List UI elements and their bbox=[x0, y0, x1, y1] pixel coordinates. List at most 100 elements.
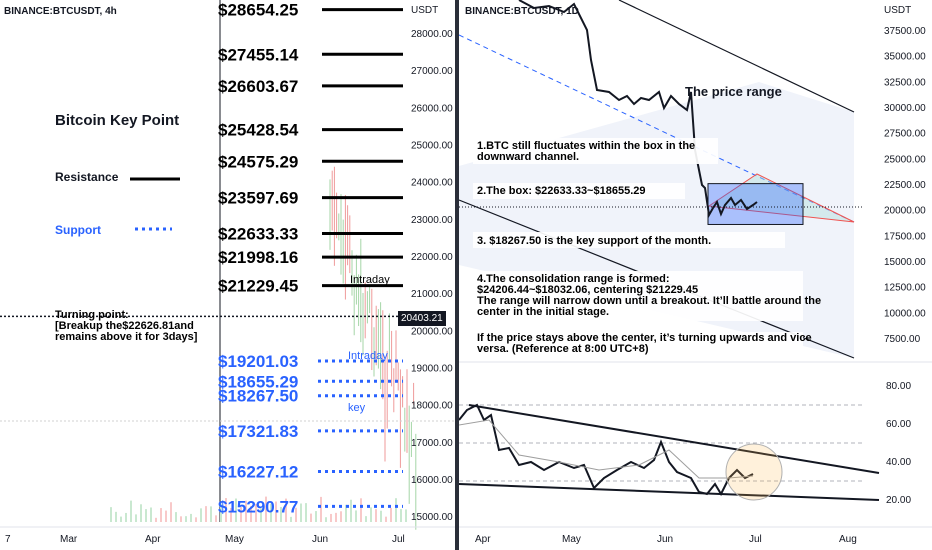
left-volume-bar bbox=[180, 516, 182, 522]
left-volume-bar bbox=[270, 503, 272, 522]
left-x-tick-label: 7 bbox=[5, 534, 11, 545]
left-volume-bar bbox=[375, 509, 377, 522]
left-volume-bar bbox=[260, 508, 262, 522]
left-volume-bar bbox=[315, 511, 317, 522]
right-y-tick-label: 30000.00 bbox=[884, 103, 926, 114]
resistance-level-label: $25428.54 bbox=[218, 121, 299, 140]
right-x-tick-label: Apr bbox=[475, 534, 491, 545]
right-y-tick-label: 27500.00 bbox=[884, 129, 926, 140]
left-y-tick-label: 19000.00 bbox=[411, 364, 453, 375]
left-volume-bar bbox=[120, 516, 122, 522]
right-x-tick-label: Jun bbox=[657, 534, 673, 545]
support-level-label: $18655.29 bbox=[218, 372, 298, 391]
left-volume-bar bbox=[135, 514, 137, 522]
left-y-tick-label: 25000.00 bbox=[411, 141, 453, 152]
support-level-label: $15290.77 bbox=[218, 497, 298, 516]
left-currency-label: USDT bbox=[411, 5, 439, 16]
left-volume-bar bbox=[130, 500, 132, 522]
note-1-line-1: 1.BTC still fluctuates within the box in… bbox=[477, 140, 696, 152]
left-volume-bar bbox=[160, 508, 162, 522]
left-y-tick-label: 18000.00 bbox=[411, 401, 453, 412]
left-volume-bar bbox=[215, 515, 217, 522]
left-volume-bar bbox=[245, 500, 247, 522]
left-volume-bar bbox=[185, 516, 187, 522]
left-y-tick-label: 15000.00 bbox=[411, 512, 453, 523]
left-volume-bar bbox=[255, 504, 257, 522]
right-y-tick-label: 32500.00 bbox=[884, 77, 926, 88]
left-y-tick-label: 28000.00 bbox=[411, 29, 453, 40]
left-volume-bar bbox=[150, 507, 152, 522]
right-chart-pane[interactable]: 7500.00 10000.00 12500.00 15000.00 17500.00 2… bbox=[459, 0, 932, 550]
left-volume-bar bbox=[280, 506, 282, 522]
right-y-tick-label: 25000.00 bbox=[884, 154, 926, 165]
left-volume-bar bbox=[155, 517, 157, 522]
resistance-level-label: $27455.14 bbox=[218, 45, 299, 64]
note-2-text: 2.The box: $22633.33~$18655.29 bbox=[477, 185, 646, 197]
left-y-tick-label: 21000.00 bbox=[411, 289, 453, 300]
left-x-tick-label: Jul bbox=[392, 534, 405, 545]
left-volume-bar bbox=[235, 498, 237, 522]
left-volume-bar bbox=[210, 506, 212, 522]
left-volume-bar bbox=[310, 513, 312, 522]
left-volume-bar bbox=[110, 507, 112, 522]
resistance-level-label: $26603.67 bbox=[218, 77, 298, 96]
resistance-level-label: $23597.69 bbox=[218, 189, 298, 208]
right-currency-label: USDT bbox=[884, 5, 912, 16]
left-volume-bar bbox=[295, 507, 297, 522]
left-volume-bar bbox=[205, 506, 207, 522]
turning-point-detail-2: remains above it for 3days] bbox=[55, 331, 198, 343]
left-volume-bar bbox=[275, 501, 277, 522]
support-level-label: $19201.03 bbox=[218, 352, 298, 371]
resistance-level-label: $22633.33 bbox=[218, 224, 298, 243]
left-y-tick-label: 24000.00 bbox=[411, 178, 453, 189]
right-x-tick-label: May bbox=[562, 534, 581, 545]
left-y-tick-label: 17000.00 bbox=[411, 438, 453, 449]
support-level-label: $16227.12 bbox=[218, 463, 298, 482]
right-y-tick-label: 10000.00 bbox=[884, 308, 926, 319]
left-volume-bar bbox=[330, 513, 332, 522]
left-volume-bar bbox=[195, 517, 197, 522]
right-y-tick-label: 37500.00 bbox=[884, 26, 926, 37]
left-volume-bar bbox=[175, 512, 177, 522]
oscillator-lower-trendline bbox=[459, 483, 880, 501]
note-5-line-2: versa. (Reference at 8:00 UTC+8) bbox=[477, 343, 649, 355]
left-volume-bar bbox=[165, 510, 167, 522]
left-volume-bar bbox=[340, 511, 342, 522]
left-volume-bar bbox=[355, 510, 357, 522]
support-level-label: $17321.83 bbox=[218, 422, 298, 441]
left-volume-bar bbox=[250, 506, 252, 522]
resistance-level-label: $24575.29 bbox=[218, 152, 298, 171]
note-3: 3. $18267.50 is the key support of the m… bbox=[473, 232, 785, 248]
left-volume-bar bbox=[370, 507, 372, 522]
resistance-level-label: $28654.25 bbox=[218, 1, 298, 20]
left-x-tick-label: Mar bbox=[60, 534, 78, 545]
note-1: 1.BTC still fluctuates within the box in… bbox=[473, 138, 718, 164]
left-y-tick-label: 20000.00 bbox=[411, 326, 453, 337]
left-volume-bar bbox=[225, 498, 227, 522]
left-volume-bar bbox=[170, 502, 172, 522]
left-volume-bar bbox=[320, 496, 322, 522]
current-price-tag: 20403.21 bbox=[398, 311, 446, 326]
intraday-label-resistance: Intraday bbox=[350, 274, 390, 286]
left-symbol-label: BINANCE:BTCUSDT, 4h bbox=[4, 6, 117, 17]
left-chart-pane[interactable]: 15000.00 16000.00 17000.00 18000.00 19000.00… bbox=[0, 0, 455, 550]
oscillator-y-tick-label: 40.00 bbox=[886, 457, 911, 468]
note-4-line-4: center in the initial stage. bbox=[477, 306, 610, 318]
note-5-line-1: If the price stays above the center, it’… bbox=[477, 332, 812, 344]
left-volume-bar bbox=[300, 503, 302, 522]
right-x-tick-label: Jul bbox=[749, 534, 762, 545]
pane-divider[interactable] bbox=[455, 0, 459, 550]
right-symbol-label: BINANCE:BTCUSDT, 1D bbox=[465, 6, 579, 17]
left-chart-canvas: 15000.00 16000.00 17000.00 18000.00 19000.00… bbox=[0, 0, 455, 545]
left-x-tick-label: Apr bbox=[145, 534, 161, 545]
oscillator-signal-line bbox=[459, 419, 754, 479]
left-volume-bar bbox=[365, 516, 367, 522]
left-y-tick-label: 22000.00 bbox=[411, 252, 453, 263]
left-volume-bar bbox=[335, 512, 337, 522]
note-5: If the price stays above the center, it’… bbox=[473, 332, 812, 356]
note-4-line-1: 4.The consolidation range is formed: bbox=[477, 273, 670, 285]
right-y-tick-label: 15000.00 bbox=[884, 257, 926, 268]
note-3-text: 3. $18267.50 is the key support of the m… bbox=[477, 235, 712, 247]
blue-trendline bbox=[459, 34, 855, 223]
left-volume-bar bbox=[190, 513, 192, 522]
